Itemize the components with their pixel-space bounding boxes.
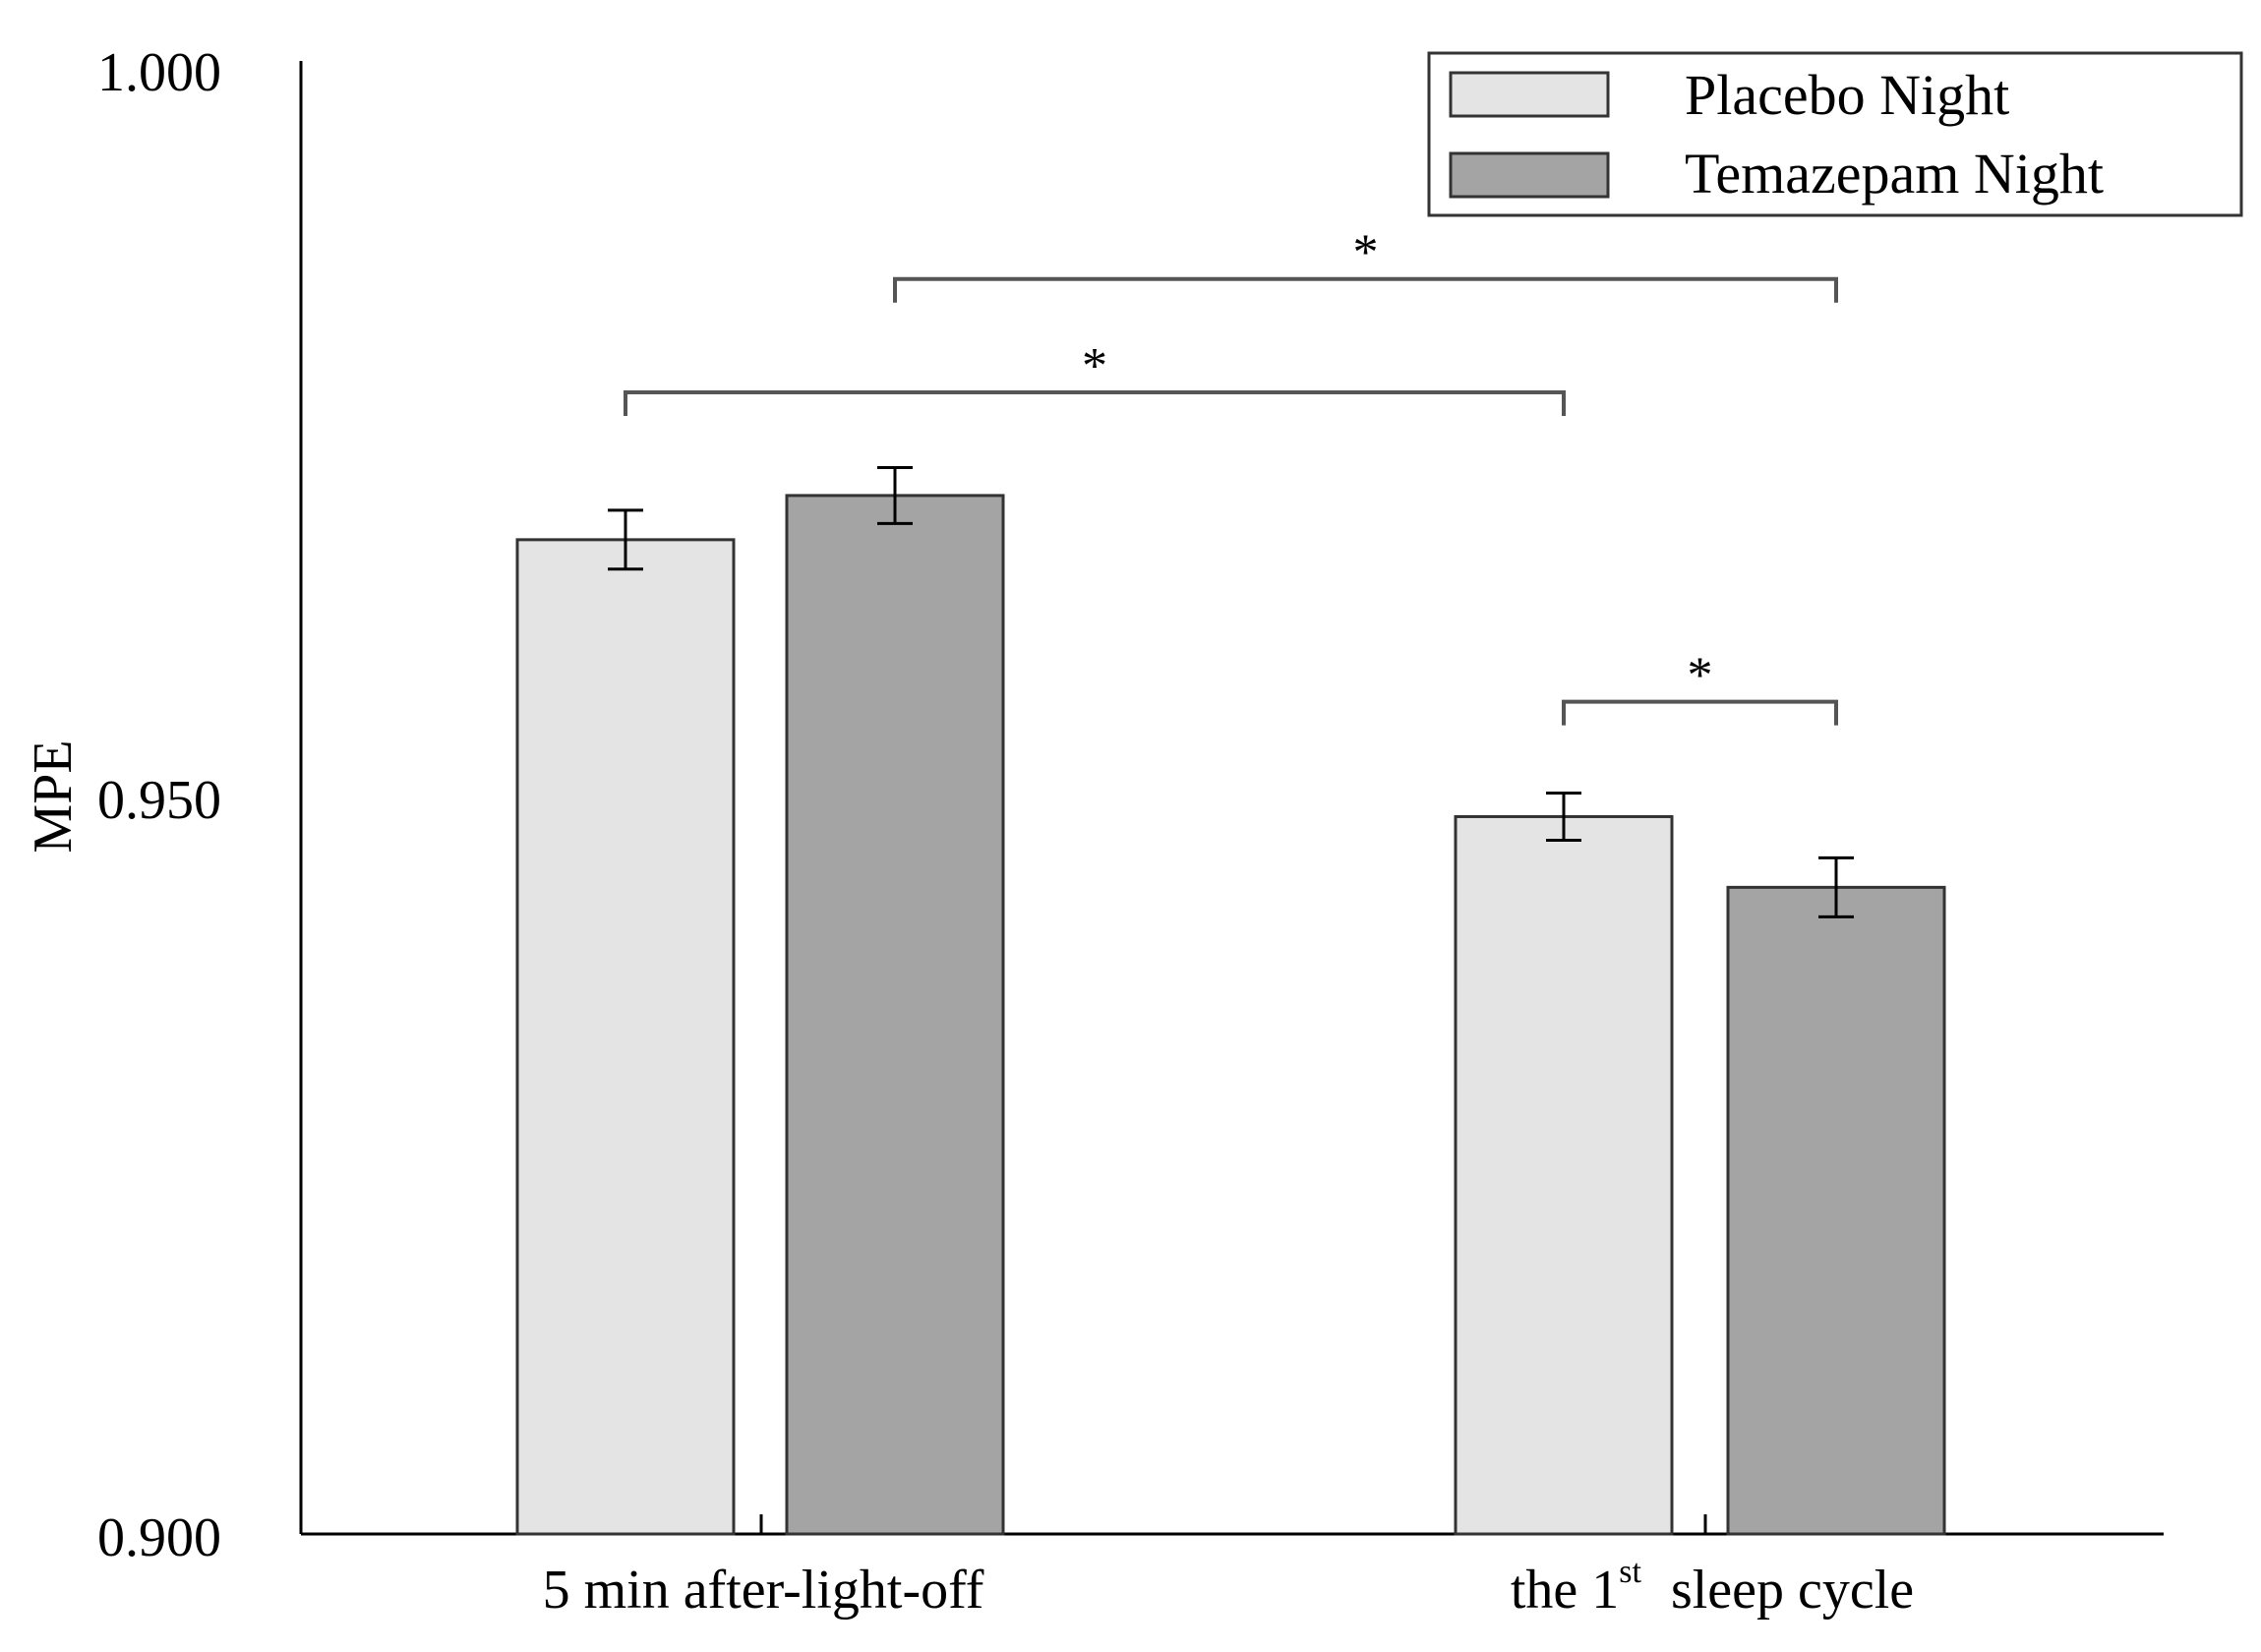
significance-star: *	[1082, 338, 1107, 394]
bracket-line	[624, 390, 1566, 417]
error-bar	[1546, 792, 1581, 842]
x-label-prefix: the 1	[1511, 1560, 1619, 1621]
error-bar-group	[608, 465, 1854, 918]
legend-label-placebo: Placebo Night	[1685, 63, 2009, 127]
bar-placebo-sleep-cycle	[1454, 814, 1674, 1536]
legend-swatch-placebo	[1449, 71, 1610, 118]
bar-temazepam-sleep-cycle	[1726, 885, 1946, 1536]
x-label-superscript: st	[1619, 1554, 1641, 1590]
x-label-suffix: sleep cycle	[1671, 1560, 1914, 1621]
significance-bracket: *	[893, 225, 1838, 303]
legend: Placebo Night Temazepam Night	[1427, 51, 2243, 217]
error-bar	[877, 465, 913, 525]
significance-group: * * *	[624, 225, 1838, 726]
significance-star: *	[1688, 648, 1713, 704]
y-tick-label: 0.950	[97, 770, 221, 831]
bar-series-group	[515, 494, 1946, 1536]
significance-star: *	[1353, 225, 1379, 281]
y-axis-title: MPE	[23, 739, 84, 853]
x-category-label-5min: 5 min after-light-off	[543, 1560, 984, 1621]
bar-placebo-5min	[515, 538, 736, 1536]
y-tick-label: 1.000	[97, 42, 221, 103]
bracket-line	[1562, 699, 1838, 726]
significance-bracket: *	[1562, 648, 1838, 726]
error-bar	[1818, 856, 1854, 918]
error-bar	[608, 508, 643, 571]
legend-swatch-temazepam	[1449, 151, 1610, 199]
y-tick-label: 0.900	[97, 1507, 221, 1568]
x-category-label-sleep-cycle: the 1st sleep cycle	[1511, 1554, 1914, 1621]
bar-temazepam-5min	[785, 494, 1005, 1536]
bracket-line	[893, 276, 1838, 303]
legend-label-temazepam: Temazepam Night	[1685, 142, 2104, 206]
significance-bracket: *	[624, 338, 1566, 417]
